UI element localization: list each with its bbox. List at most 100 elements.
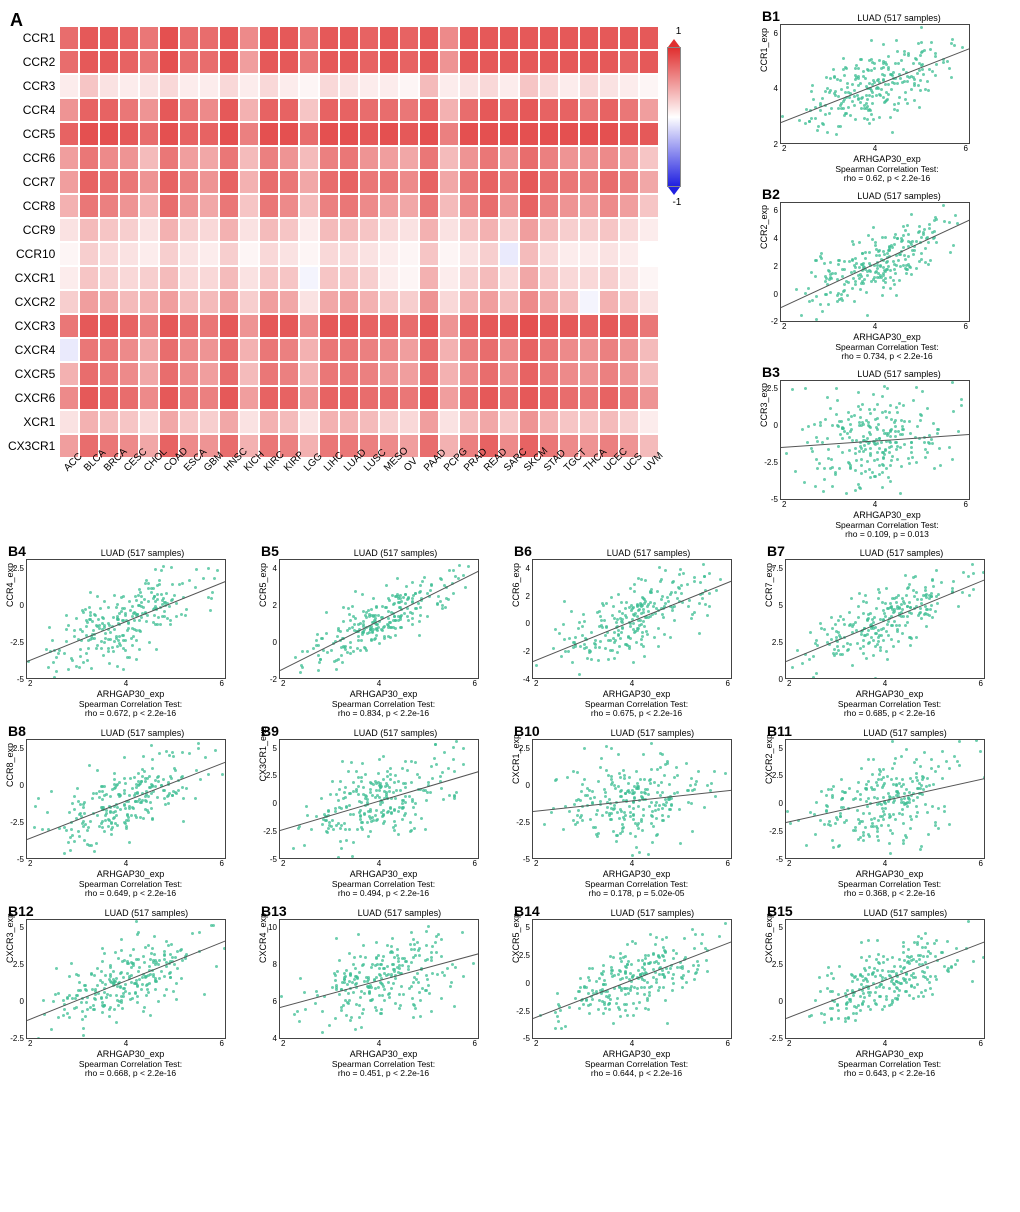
heatmap-cell bbox=[259, 362, 279, 386]
heatmap-cell bbox=[279, 386, 299, 410]
panel-label: B3 bbox=[762, 364, 780, 380]
heatmap-cell bbox=[299, 122, 319, 146]
scatter-panel-B8: B8LUAD (517 samples)2.50-2.5-5CCR8_exp24… bbox=[8, 723, 253, 899]
heatmap-cell bbox=[559, 98, 579, 122]
heatmap-cell bbox=[359, 74, 379, 98]
heatmap-cell bbox=[579, 170, 599, 194]
heatmap-cell bbox=[419, 314, 439, 338]
heatmap-cell bbox=[379, 194, 399, 218]
heatmap-cell bbox=[459, 338, 479, 362]
heatmap-cell bbox=[219, 122, 239, 146]
heatmap-cell bbox=[199, 218, 219, 242]
heatmap-cell bbox=[179, 242, 199, 266]
heatmap-cell bbox=[359, 194, 379, 218]
scatter-plot-area bbox=[279, 559, 479, 679]
heatmap-cell bbox=[119, 98, 139, 122]
heatmap-cell bbox=[279, 338, 299, 362]
heatmap-cell bbox=[539, 194, 559, 218]
heatmap-cell bbox=[579, 266, 599, 290]
heatmap-row-label: CXCR4 bbox=[8, 338, 55, 362]
heatmap-cell bbox=[239, 194, 259, 218]
heatmap-cell bbox=[599, 50, 619, 74]
heatmap-cell bbox=[119, 386, 139, 410]
heatmap-cell bbox=[59, 266, 79, 290]
scatter-plot-area bbox=[780, 380, 970, 500]
scatter-title: LUAD (517 samples) bbox=[798, 728, 1012, 738]
heatmap-cell bbox=[159, 50, 179, 74]
heatmap-cell bbox=[499, 338, 519, 362]
heatmap-cell bbox=[219, 146, 239, 170]
heatmap-cell bbox=[159, 98, 179, 122]
heatmap-cell bbox=[579, 146, 599, 170]
heatmap-cell bbox=[399, 26, 419, 50]
heatmap-cell bbox=[499, 242, 519, 266]
heatmap-row-labels: CCR1CCR2CCR3CCR4CCR5CCR6CCR7CCR8CCR9CCR1… bbox=[8, 26, 59, 458]
heatmap-cell bbox=[619, 146, 639, 170]
heatmap-cell bbox=[599, 338, 619, 362]
heatmap-cell bbox=[379, 362, 399, 386]
heatmap-cell bbox=[619, 266, 639, 290]
heatmap-cell bbox=[479, 74, 499, 98]
scatter-plot-area bbox=[785, 739, 985, 859]
heatmap-cell bbox=[599, 362, 619, 386]
heatmap-cell bbox=[639, 26, 659, 50]
heatmap-row-label: CCR9 bbox=[8, 218, 55, 242]
heatmap-cell bbox=[159, 170, 179, 194]
scatter-xlabel: ARHGAP30_exp bbox=[8, 1049, 253, 1059]
scatter-plot-area bbox=[785, 919, 985, 1039]
heatmap-cell bbox=[239, 74, 259, 98]
heatmap-cell bbox=[379, 338, 399, 362]
heatmap-cell bbox=[419, 362, 439, 386]
scatter-title: LUAD (517 samples) bbox=[799, 908, 1012, 918]
scatter-ylabel: CXCR5_exp bbox=[511, 913, 521, 963]
heatmap-grid bbox=[59, 26, 659, 458]
heatmap-cell bbox=[119, 362, 139, 386]
heatmap-cell bbox=[359, 410, 379, 434]
heatmap-cell bbox=[479, 242, 499, 266]
heatmap-cell bbox=[399, 74, 419, 98]
heatmap-cell bbox=[179, 50, 199, 74]
heatmap-cell bbox=[99, 266, 119, 290]
heatmap-cell bbox=[119, 122, 139, 146]
heatmap-cell bbox=[239, 266, 259, 290]
heatmap-cell bbox=[279, 74, 299, 98]
heatmap-cell bbox=[79, 122, 99, 146]
heatmap-cell bbox=[239, 218, 259, 242]
heatmap-cell bbox=[359, 314, 379, 338]
heatmap-cell bbox=[599, 26, 619, 50]
heatmap-cell bbox=[619, 410, 639, 434]
heatmap-cell bbox=[639, 314, 659, 338]
heatmap-cell bbox=[539, 242, 559, 266]
heatmap-cell bbox=[79, 170, 99, 194]
scatter-title: LUAD (517 samples) bbox=[293, 908, 506, 918]
heatmap-cell bbox=[559, 290, 579, 314]
heatmap-cell bbox=[519, 122, 539, 146]
scatter-panel-B6: B6LUAD (517 samples)420-2-4CCR6_exp246AR… bbox=[514, 543, 759, 719]
scatter-stats: rho = 0.451, p < 2.2e-16 bbox=[261, 1069, 506, 1079]
heatmap-cell bbox=[419, 386, 439, 410]
heatmap-cell bbox=[399, 170, 419, 194]
panel-label: B8 bbox=[8, 723, 26, 739]
heatmap-cell bbox=[419, 242, 439, 266]
heatmap-cell bbox=[119, 266, 139, 290]
scatter-panel-B5: B5LUAD (517 samples)420-2CCR5_exp246ARHG… bbox=[261, 543, 506, 719]
heatmap-cell bbox=[519, 314, 539, 338]
heatmap-cell bbox=[259, 314, 279, 338]
scatter-panel-B4: B4LUAD (517 samples)2.50-2.5-5CCR4_exp24… bbox=[8, 543, 253, 719]
heatmap-cell bbox=[179, 26, 199, 50]
heatmap-cell bbox=[639, 146, 659, 170]
heatmap-cell bbox=[79, 218, 99, 242]
heatmap-cell bbox=[139, 266, 159, 290]
heatmap-cell bbox=[79, 362, 99, 386]
heatmap-cell bbox=[119, 146, 139, 170]
heatmap-cell bbox=[79, 314, 99, 338]
heatmap-cell bbox=[519, 170, 539, 194]
heatmap-cell bbox=[339, 314, 359, 338]
heatmap-cell bbox=[99, 194, 119, 218]
heatmap-cell bbox=[559, 122, 579, 146]
scatter-xlabel: ARHGAP30_exp bbox=[8, 689, 253, 699]
heatmap-cell bbox=[159, 362, 179, 386]
heatmap-cell bbox=[399, 122, 419, 146]
heatmap-cell bbox=[99, 122, 119, 146]
scatter-panels-right: B1LUAD (517 samples)642CCR1_exp246ARHGAP… bbox=[762, 8, 1012, 539]
